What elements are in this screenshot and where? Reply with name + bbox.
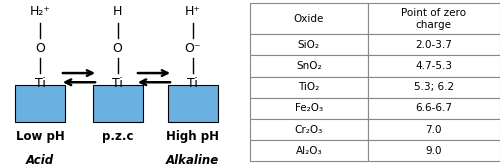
Text: Cr₂O₃: Cr₂O₃ [294,125,323,135]
Text: p.z.c: p.z.c [102,130,133,143]
Text: H₂⁺: H₂⁺ [30,5,50,18]
Text: Alkaline: Alkaline [166,154,219,167]
Text: H⁺: H⁺ [184,5,200,18]
Text: Ti: Ti [112,77,123,90]
Text: Point of zero
charge: Point of zero charge [401,8,466,30]
Bar [250,3,368,34]
Bar [250,55,368,77]
Bar [250,119,368,140]
Text: SnO₂: SnO₂ [296,61,322,71]
Bar [250,77,368,98]
Text: TiO₂: TiO₂ [298,82,320,92]
Text: Acid: Acid [26,154,54,167]
Bar [250,34,368,55]
Text: High pH: High pH [166,130,219,143]
Text: Fe₂O₃: Fe₂O₃ [294,104,323,113]
Text: Ti: Ti [187,77,198,90]
Bar [92,85,142,122]
Bar [368,119,500,140]
Text: 9.0: 9.0 [426,146,442,156]
Bar [15,85,65,122]
Text: O: O [35,42,45,55]
Bar [368,3,500,34]
Text: 6.6-6.7: 6.6-6.7 [415,104,452,113]
Text: 7.0: 7.0 [426,125,442,135]
Bar [368,77,500,98]
Text: SiO₂: SiO₂ [298,40,320,50]
Text: Oxide: Oxide [294,14,324,24]
Text: 2.0-3.7: 2.0-3.7 [416,40,452,50]
Bar [368,55,500,77]
Bar [250,140,368,161]
Bar [250,98,368,119]
Text: H: H [113,5,122,18]
Bar [368,98,500,119]
Text: O: O [112,42,122,55]
Text: Low pH: Low pH [16,130,64,143]
Bar [168,85,218,122]
Text: Al₂O₃: Al₂O₃ [296,146,322,156]
Text: O⁻: O⁻ [184,42,201,55]
Text: 4.7-5.3: 4.7-5.3 [415,61,452,71]
Bar [368,140,500,161]
Text: 5.3; 6.2: 5.3; 6.2 [414,82,454,92]
Bar [368,34,500,55]
Text: Ti: Ti [34,77,46,90]
